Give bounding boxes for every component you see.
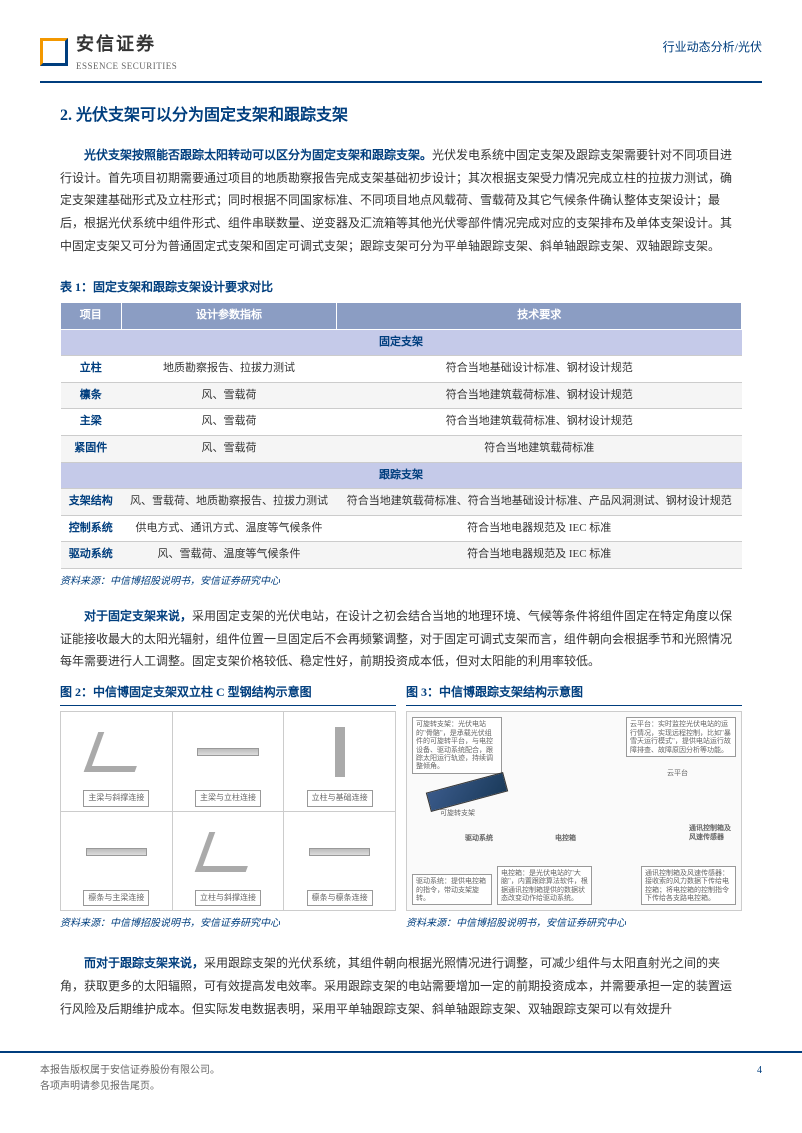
page-footer: 本报告版权属于安信证券股份有限公司。 各项声明请参见报告尾页。 4	[0, 1051, 802, 1105]
fig3-source: 资料来源：中信博招股说明书，安信证券研究中心	[406, 911, 742, 947]
sub1: 固定支架	[61, 329, 742, 356]
section-title: 2. 光伏支架可以分为固定支架和跟踪支架	[40, 103, 762, 129]
header-category: 行业动态分析/光伏	[663, 38, 762, 57]
page-number: 4	[757, 1063, 762, 1095]
logo: 安信证券 ESSENCE SECURITIES	[40, 30, 177, 73]
footer-disclaimer: 各项声明请参见报告尾页。	[40, 1079, 220, 1095]
logo-icon	[40, 38, 68, 66]
table1-source: 资料来源：中信博招股说明书，安信证券研究中心	[40, 569, 762, 605]
paragraph-1: 光伏支架按照能否跟踪太阳转动可以区分为固定支架和跟踪支架。光伏发电系统中固定支架…	[40, 144, 762, 258]
th-item: 项目	[61, 302, 122, 329]
figure-2: 图 2：中信博固定支架双立柱 C 型钢结构示意图 主梁与斜撑连接 主梁与立柱连接…	[60, 683, 396, 947]
para1-body: 光伏发电系统中固定支架及跟踪支架需要针对不同项目进行设计。首先项目初期需要通过项…	[60, 148, 732, 253]
th-param: 设计参数指标	[121, 302, 337, 329]
fig2-source: 资料来源：中信博招股说明书，安信证券研究中心	[60, 911, 396, 947]
paragraph-2: 对于固定支架来说，采用固定支架的光伏电站，在设计之初会结合当地的地理环境、气候等…	[40, 605, 762, 673]
fig3-title: 图 3：中信博跟踪支架结构示意图	[406, 683, 742, 706]
comparison-table: 项目 设计参数指标 技术要求 固定支架 立柱地质勘察报告、拉拔力测试符合当地基础…	[60, 302, 742, 569]
footer-copyright: 本报告版权属于安信证券股份有限公司。	[40, 1063, 220, 1079]
page-header: 安信证券 ESSENCE SECURITIES 行业动态分析/光伏	[40, 30, 762, 83]
para2-lead: 对于固定支架来说，	[84, 609, 192, 623]
para1-lead: 光伏支架按照能否跟踪太阳转动可以区分为固定支架和跟踪支架。	[84, 148, 432, 162]
logo-cn: 安信证券	[76, 30, 177, 59]
th-req: 技术要求	[337, 302, 742, 329]
para3-lead: 而对于跟踪支架来说，	[84, 956, 204, 970]
fig2-title: 图 2：中信博固定支架双立柱 C 型钢结构示意图	[60, 683, 396, 706]
sub2: 跟踪支架	[61, 462, 742, 489]
table1-title: 表 1：固定支架和跟踪支架设计要求对比	[40, 268, 762, 302]
figure-3: 图 3：中信博跟踪支架结构示意图 可旋转支架：光伏电站的"骨骼"，是承载光伏组件…	[406, 683, 742, 947]
logo-en: ESSENCE SECURITIES	[76, 59, 177, 73]
paragraph-3: 而对于跟踪支架来说，采用跟踪支架的光伏系统，其组件朝向根据光照情况进行调整，可减…	[40, 952, 762, 1020]
